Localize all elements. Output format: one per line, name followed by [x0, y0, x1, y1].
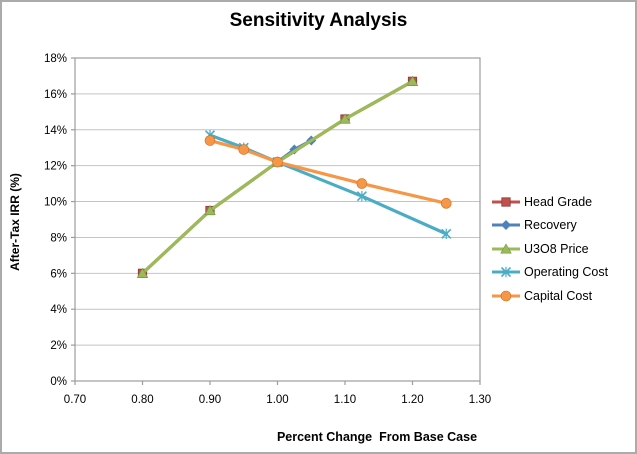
y-tick-label: 18% [44, 53, 67, 65]
triangle-marker [339, 113, 351, 124]
triangle-marker [136, 267, 149, 278]
x-legend-swatch-icon [492, 267, 520, 278]
legend: Head Grade Recovery U3O8 Price Operating Co… [491, 190, 608, 308]
triangle-marker [204, 204, 216, 216]
x-tick-label: 0.70 [64, 394, 86, 406]
x-tick-label: 1.20 [401, 394, 423, 406]
legend-label: U3O8 Price [524, 241, 589, 256]
diamond-marker [501, 220, 511, 231]
diamond-legend-swatch-icon [492, 220, 520, 231]
circle-marker [238, 144, 250, 155]
circle-marker [440, 198, 452, 209]
x-tick-label: 0.90 [199, 394, 221, 406]
x-axis-title: Percent Change From Base Case [276, 430, 478, 444]
triangle-marker [406, 75, 419, 86]
square-marker [501, 197, 511, 207]
plot-border [74, 57, 481, 382]
series-line-u3o8-price [140, 79, 415, 275]
legend-label: Recovery [524, 218, 577, 233]
triangle-legend-swatch-icon [492, 243, 520, 254]
circle-marker [204, 135, 216, 146]
x-tick-label: 1.30 [469, 394, 491, 406]
y-tick-label: 8% [50, 232, 67, 244]
series-line-head-grade [140, 79, 415, 275]
circle-marker [500, 290, 512, 302]
legend-item-operating-cost: Operating Cost [491, 261, 608, 285]
triangle-marker [500, 243, 512, 254]
y-tick-label: 2% [50, 340, 67, 352]
y-tick-label: 14% [44, 125, 67, 137]
y-tick-label: 16% [44, 89, 67, 101]
circle-marker [272, 156, 283, 168]
circle-marker [356, 178, 368, 189]
legend-item-capital-cost: Capital Cost [491, 284, 608, 308]
y-tick-label: 10% [44, 197, 67, 209]
x-tick-label: 1.10 [334, 394, 356, 406]
legend-label: Operating Cost [524, 265, 609, 280]
legend-label: Capital Cost [524, 288, 593, 303]
y-tick-label: 4% [50, 304, 67, 316]
legend-item-head-grade: Head Grade [491, 190, 608, 214]
square-legend-swatch-icon [492, 197, 520, 207]
circle-legend-swatch-icon [492, 290, 520, 302]
y-axis-title: After-Tax IRR (%) [8, 173, 22, 271]
y-tick-label: 12% [44, 161, 67, 173]
legend-item-u3o8-price: U3O8 Price [491, 237, 608, 261]
x-tick-label: 0.80 [131, 394, 153, 406]
y-tick-label: 6% [50, 268, 67, 280]
legend-item-recovery: Recovery [491, 214, 608, 238]
legend-label: Head Grade [524, 194, 593, 209]
chart-title: Sensitivity Analysis [229, 10, 408, 31]
y-tick-label: 0% [50, 376, 67, 388]
x-tick-label: 1.00 [266, 394, 288, 406]
